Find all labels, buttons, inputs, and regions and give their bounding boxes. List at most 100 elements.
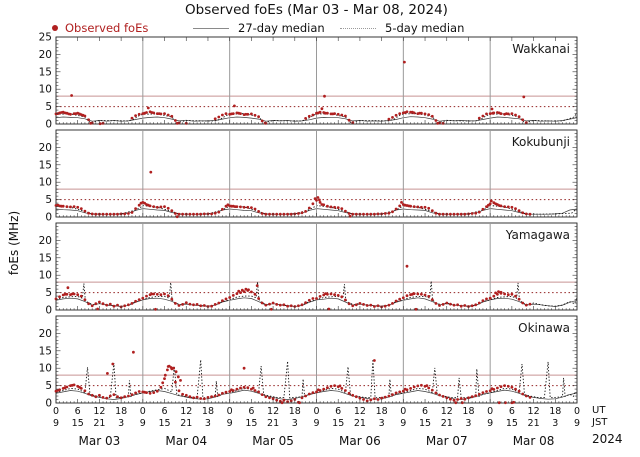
jst-tick-label: 21 — [441, 418, 453, 429]
legend: Observed foEs 27-day median 5-day median — [0, 20, 640, 36]
y-ticks: 0 5 10 15 20 — [39, 226, 577, 317]
observed-points-yamagawa — [54, 264, 532, 311]
jst-tick-label: 3 — [118, 418, 124, 429]
x-ticks — [55, 213, 578, 217]
svg-text:10: 10 — [39, 177, 52, 189]
jst-tick-label: 15 — [332, 418, 344, 429]
jst-tick-label: 21 — [354, 418, 366, 429]
jst-tick-label: 21 — [528, 418, 540, 429]
ut-tick-label: 0 — [574, 406, 580, 417]
y-ticks: 0 5 10 15 20 25 — [39, 32, 577, 131]
svg-text:5: 5 — [45, 101, 52, 113]
observed-points-wakkanai — [54, 60, 528, 126]
ut-tick-label: 12 — [93, 406, 105, 417]
ut-tick-label: 18 — [549, 406, 561, 417]
svg-text:10: 10 — [39, 270, 52, 282]
x-ticks — [55, 37, 578, 124]
svg-text:5: 5 — [45, 194, 52, 206]
jst-tick-label: 21 — [180, 418, 192, 429]
panel-label-wakkanai: Wakkanai — [512, 42, 570, 56]
svg-text:10: 10 — [39, 84, 52, 96]
svg-text:0: 0 — [45, 212, 52, 224]
ut-tick-label: 6 — [162, 406, 168, 417]
panel-label-kokubunji: Kokubunji — [512, 135, 570, 149]
observed-points-okinawa — [54, 350, 532, 405]
ut-tick-label: 6 — [509, 406, 515, 417]
svg-text:15: 15 — [39, 345, 52, 357]
median27-line-icon — [193, 27, 229, 29]
jst-tick-label: 9 — [53, 418, 59, 429]
legend-item-median5: 5-day median — [340, 20, 464, 36]
date-label: Mar 03 — [79, 434, 121, 448]
date-label: Mar 07 — [426, 434, 468, 448]
date-label: Mar 04 — [165, 434, 207, 448]
svg-text:25: 25 — [39, 32, 52, 44]
svg-text:0: 0 — [45, 398, 52, 410]
ut-tick-label: 18 — [376, 406, 388, 417]
observed-points-kokubunji — [54, 170, 532, 219]
jst-tick-label: 9 — [400, 418, 406, 429]
date-label: Mar 06 — [339, 434, 381, 448]
ut-tick-label: 0 — [313, 406, 319, 417]
ut-caption: UT — [592, 405, 606, 416]
jst-tick-label: 9 — [574, 418, 580, 429]
jst-tick-label: 9 — [313, 418, 319, 429]
chart-title: Observed foEs (Mar 03 - Mar 08, 2024) — [185, 2, 448, 18]
year-caption: 2024 — [592, 432, 623, 446]
legend-item-median27: 27-day median — [193, 20, 325, 36]
jst-tick-label: 3 — [465, 418, 471, 429]
median5-line — [55, 205, 577, 215]
jst-tick-label: 21 — [93, 418, 105, 429]
svg-text:20: 20 — [39, 328, 52, 340]
day-gridlines — [142, 37, 491, 124]
jst-caption: JST — [592, 417, 608, 428]
y-ticks: 0 5 10 15 20 — [39, 319, 577, 410]
date-label: Mar 05 — [252, 434, 294, 448]
ut-tick-label: 6 — [248, 406, 254, 417]
panel-label-okinawa: Okinawa — [518, 321, 570, 335]
ut-tick-label: 12 — [441, 406, 453, 417]
jst-tick-label: 9 — [140, 418, 146, 429]
ut-tick-label: 18 — [202, 406, 214, 417]
ut-tick-label: 18 — [115, 406, 127, 417]
panel-label-yamagawa: Yamagawa — [505, 228, 570, 242]
jst-tick-label: 3 — [205, 418, 211, 429]
date-label: Mar 08 — [513, 434, 555, 448]
median5-line-icon — [340, 27, 376, 29]
svg-text:5: 5 — [45, 380, 52, 392]
x-ticks — [55, 306, 578, 310]
svg-text:15: 15 — [39, 66, 52, 78]
jst-tick-label: 3 — [552, 418, 558, 429]
ut-tick-label: 12 — [528, 406, 540, 417]
ut-tick-label: 0 — [53, 406, 59, 417]
svg-text:20: 20 — [39, 142, 52, 154]
svg-text:15: 15 — [39, 159, 52, 171]
svg-text:10: 10 — [39, 363, 52, 375]
svg-text:15: 15 — [39, 252, 52, 264]
y-ticks: 0 5 10 15 20 — [39, 133, 577, 224]
svg-text:20: 20 — [39, 235, 52, 247]
jst-tick-label: 21 — [267, 418, 279, 429]
ut-tick-label: 0 — [227, 406, 233, 417]
ut-tick-label: 12 — [354, 406, 366, 417]
ut-tick-label: 12 — [267, 406, 279, 417]
x-ticks — [55, 399, 578, 403]
ut-tick-label: 18 — [289, 406, 301, 417]
jst-tick-label: 15 — [72, 418, 84, 429]
ut-tick-label: 18 — [462, 406, 474, 417]
ut-tick-label: 0 — [400, 406, 406, 417]
day-gridlines — [142, 316, 491, 403]
observed-dot-icon — [52, 25, 58, 31]
legend-median27-label: 27-day median — [238, 21, 325, 35]
x-axis-labels: 0961512211830961512211830961512211830961… — [53, 406, 580, 448]
legend-observed-label: Observed foEs — [65, 21, 149, 35]
ut-tick-label: 6 — [422, 406, 428, 417]
svg-text:5: 5 — [45, 287, 52, 299]
jst-tick-label: 3 — [379, 418, 385, 429]
legend-median5-label: 5-day median — [385, 21, 465, 35]
ut-tick-label: 12 — [180, 406, 192, 417]
ut-tick-label: 6 — [335, 406, 341, 417]
jst-tick-label: 15 — [245, 418, 257, 429]
